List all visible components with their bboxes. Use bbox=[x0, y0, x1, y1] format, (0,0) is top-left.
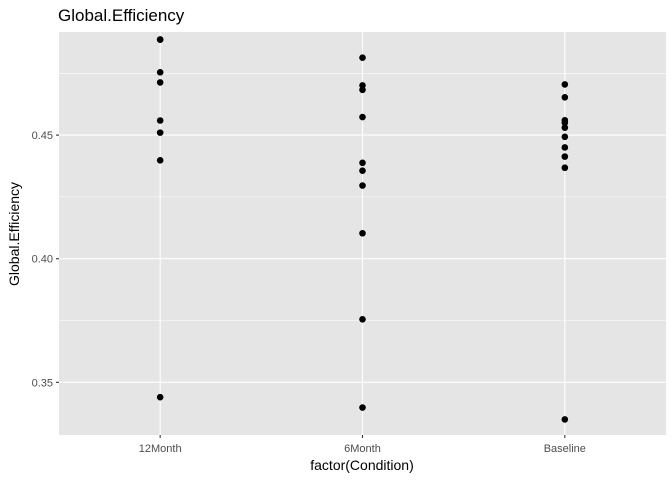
point-6month-6 bbox=[359, 182, 366, 189]
point-6month-8 bbox=[359, 315, 366, 323]
x-tick-label-6month: 6Month bbox=[344, 443, 381, 455]
point-6month-9 bbox=[359, 404, 366, 411]
point-6month-0 bbox=[359, 54, 366, 62]
point-12month-6 bbox=[156, 157, 164, 164]
y-axis-ticks: 0.35 0.40 0.45 bbox=[32, 130, 59, 389]
chart-title: Global.Efficiency bbox=[58, 6, 185, 25]
point-12month-7 bbox=[156, 393, 164, 401]
y-tick-label-0-40: 0.40 bbox=[32, 254, 53, 266]
point-6month-2 bbox=[359, 86, 366, 94]
point-baseline-1 bbox=[561, 93, 569, 101]
point-12month-3 bbox=[156, 79, 164, 86]
point-12month-1 bbox=[156, 36, 164, 43]
y-tick-label-0-45: 0.45 bbox=[32, 130, 53, 142]
point-6month-4 bbox=[359, 159, 366, 167]
x-tick-label-baseline: Baseline bbox=[544, 443, 586, 455]
point-baseline-4 bbox=[561, 124, 569, 131]
point-6month-3 bbox=[359, 113, 366, 121]
data-points bbox=[156, 36, 569, 423]
point-baseline-5 bbox=[561, 133, 569, 141]
point-baseline-8 bbox=[561, 164, 569, 172]
y-tick-label-0-35: 0.35 bbox=[32, 377, 53, 389]
point-12month-2 bbox=[156, 69, 164, 76]
x-axis-title: factor(Condition) bbox=[310, 457, 414, 473]
point-6month-5 bbox=[359, 167, 366, 175]
point-baseline-9 bbox=[561, 416, 569, 423]
point-baseline-0 bbox=[561, 81, 569, 88]
point-12month-4 bbox=[156, 117, 164, 124]
point-baseline-3 bbox=[561, 119, 569, 127]
x-axis-ticks: 12Month 6Month Baseline bbox=[139, 435, 586, 455]
point-6month-7 bbox=[359, 229, 366, 237]
point-baseline-6 bbox=[561, 144, 569, 151]
x-tick-label-12month: 12Month bbox=[139, 443, 182, 455]
point-baseline-7 bbox=[561, 153, 569, 160]
y-axis-title: Global.Efficiency bbox=[6, 182, 22, 286]
point-12month-5 bbox=[156, 129, 164, 136]
